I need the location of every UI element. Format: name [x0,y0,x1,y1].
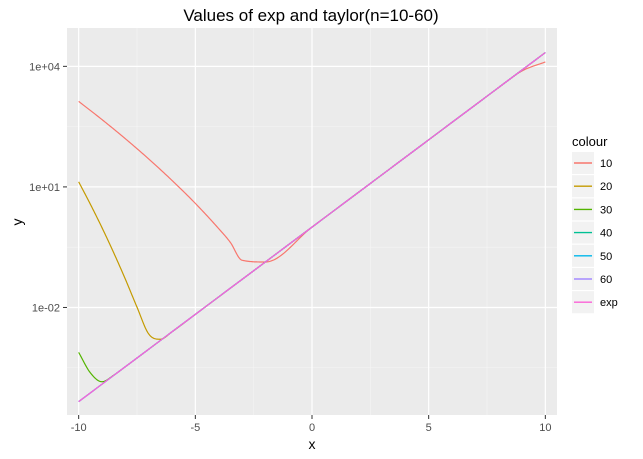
legend: colour 10 20 30 40 50 60 exp [572,134,618,314]
y-tick-label: 1e-02 [32,302,60,314]
x-tick-label: 0 [309,422,315,434]
legend-label-exp: exp [600,297,618,309]
y-axis-title: y [9,219,25,226]
x-axis-title: x [309,436,316,452]
legend-label-50: 50 [600,251,612,263]
x-tick-label: 10 [539,422,551,434]
legend-label-60: 60 [600,274,612,286]
y-tick-label: 1e+04 [29,61,60,73]
series-line-exp [78,52,546,403]
legend-label-30: 30 [600,204,612,216]
x-tick-label: 5 [426,422,432,434]
legend-label-20: 20 [600,181,612,193]
legend-label-40: 40 [600,228,612,240]
x-tick-label: -10 [71,422,87,434]
y-tick-label: 1e+01 [29,182,60,194]
chart-title: Values of exp and taylor(n=10-60) [183,6,438,25]
x-tick-label: -5 [190,422,200,434]
legend-label-10: 10 [600,158,612,170]
legend-title: colour [572,134,608,149]
